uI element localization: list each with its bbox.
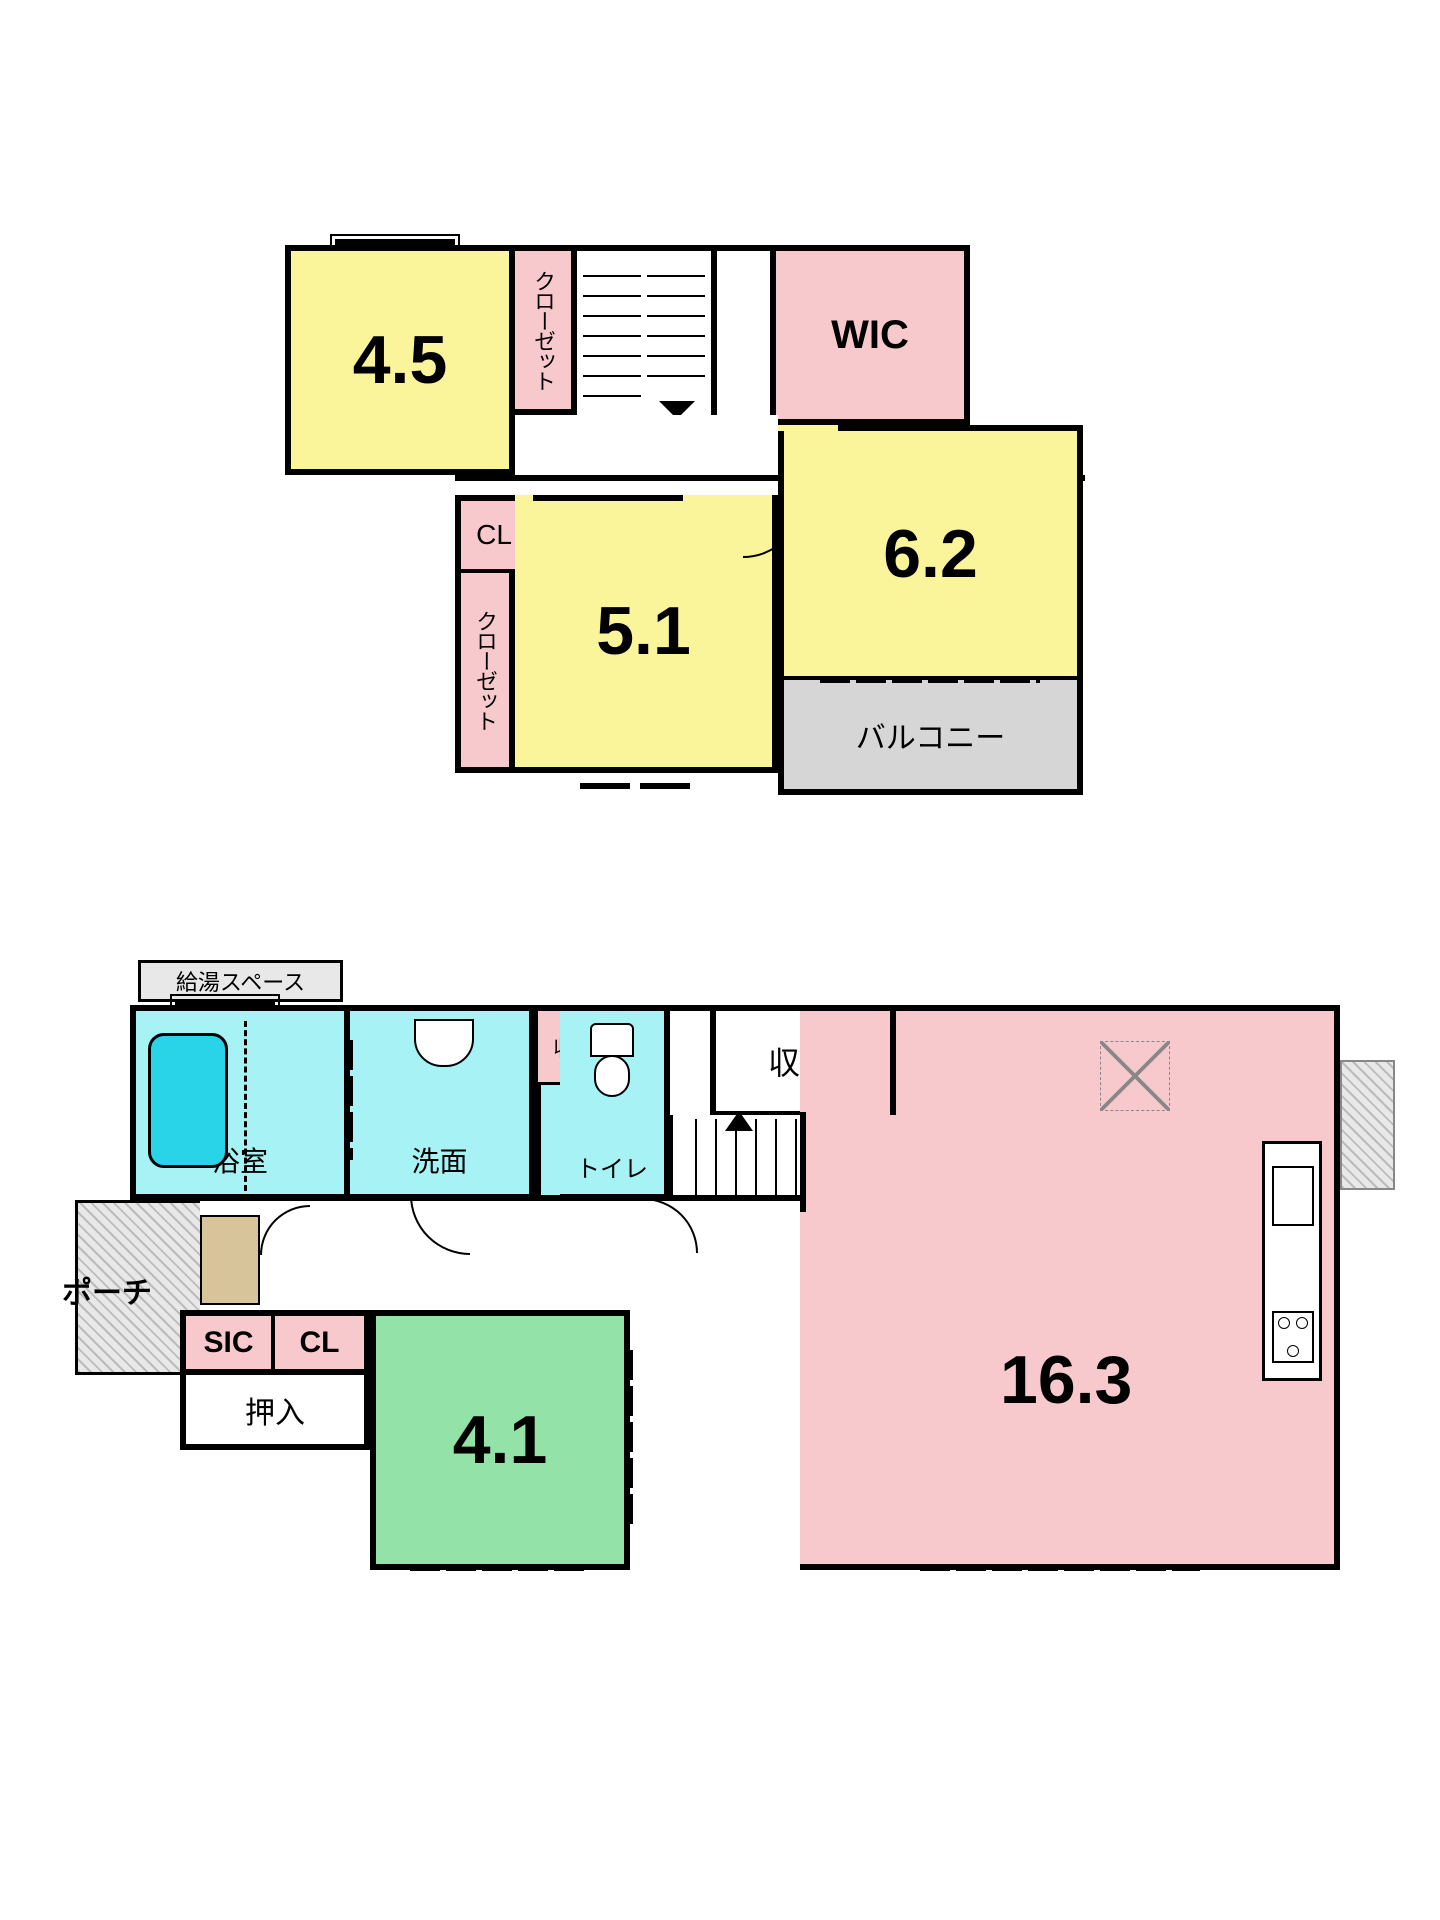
exterior-hatch-right bbox=[1340, 1060, 1395, 1190]
ldk-label: 16.3 bbox=[1000, 1341, 1132, 1419]
kitchen-stove-icon bbox=[1272, 1311, 1314, 1363]
cl-1f-label: CL bbox=[300, 1326, 340, 1360]
sliding-door-icon bbox=[820, 677, 1040, 683]
ceiling-mark-icon bbox=[1100, 1041, 1170, 1111]
room-6-2-label: 6.2 bbox=[883, 515, 978, 593]
room-6-2: 6.2 bbox=[778, 425, 1083, 680]
toilet: トイレ bbox=[560, 1005, 670, 1200]
sic-label: SIC bbox=[203, 1326, 253, 1360]
stairs-icon bbox=[677, 1119, 799, 1201]
sliding-door-icon bbox=[627, 1350, 633, 1530]
cl-2f-label: CL bbox=[476, 519, 512, 551]
balcony: バルコニー bbox=[778, 680, 1083, 795]
washroom: 洗面 bbox=[350, 1005, 535, 1200]
sic: SIC bbox=[180, 1310, 275, 1375]
closet-upper-2-label: クローゼット bbox=[469, 610, 501, 730]
oshiire-label: 押入 bbox=[245, 1388, 305, 1432]
kitchen-sink-icon bbox=[1272, 1166, 1314, 1226]
sliding-door-icon bbox=[920, 1565, 1200, 1571]
wall-segment bbox=[535, 1085, 560, 1200]
balcony-label: バルコニー bbox=[856, 713, 1005, 757]
room-5-1: 5.1 bbox=[515, 495, 778, 773]
toilet-seat-icon bbox=[594, 1055, 630, 1097]
closet-upper-1: クローゼット bbox=[515, 245, 577, 415]
washroom-label: 洗面 bbox=[411, 1140, 467, 1180]
corridor-2f-mid bbox=[515, 415, 778, 495]
wic: WIC bbox=[770, 245, 970, 425]
sliding-door-icon bbox=[410, 1565, 590, 1571]
entrance-floor bbox=[200, 1215, 260, 1305]
room-4-5: 4.5 bbox=[285, 245, 515, 475]
shower-partition-icon bbox=[244, 1021, 247, 1191]
wic-label: WIC bbox=[831, 313, 909, 358]
toilet-bowl-icon bbox=[590, 1023, 634, 1057]
toilet-label: トイレ bbox=[576, 1149, 648, 1184]
wall-segment bbox=[533, 495, 683, 501]
tatami-room-label: 4.1 bbox=[453, 1401, 548, 1479]
room-5-1-label: 5.1 bbox=[596, 592, 691, 670]
bathroom: 浴室 bbox=[130, 1005, 350, 1200]
boiler-space: 給湯スペース bbox=[138, 960, 343, 1002]
sliding-door-icon bbox=[347, 1040, 353, 1160]
stair-arrow-icon bbox=[725, 1111, 753, 1131]
cl-1f: CL bbox=[275, 1310, 370, 1375]
closet-upper-1-label: クローゼット bbox=[527, 270, 559, 390]
sink-icon bbox=[414, 1019, 474, 1067]
closet-upper-2: クローゼット bbox=[455, 573, 515, 773]
window-icon bbox=[175, 999, 275, 1005]
bathtub-icon bbox=[148, 1033, 228, 1168]
stairs-icon bbox=[647, 257, 705, 387]
wall-segment bbox=[890, 1005, 896, 1115]
porch-label: ポーチ bbox=[62, 1268, 152, 1312]
oshiire: 押入 bbox=[180, 1375, 370, 1450]
ldk: 16.3 bbox=[800, 1005, 1340, 1570]
wall-segment bbox=[800, 1112, 806, 1212]
window-icon bbox=[335, 239, 455, 245]
boiler-space-label: 給湯スペース bbox=[176, 965, 305, 997]
door-gap bbox=[778, 425, 838, 431]
tatami-room: 4.1 bbox=[370, 1310, 630, 1570]
room-4-5-label: 4.5 bbox=[353, 321, 448, 399]
